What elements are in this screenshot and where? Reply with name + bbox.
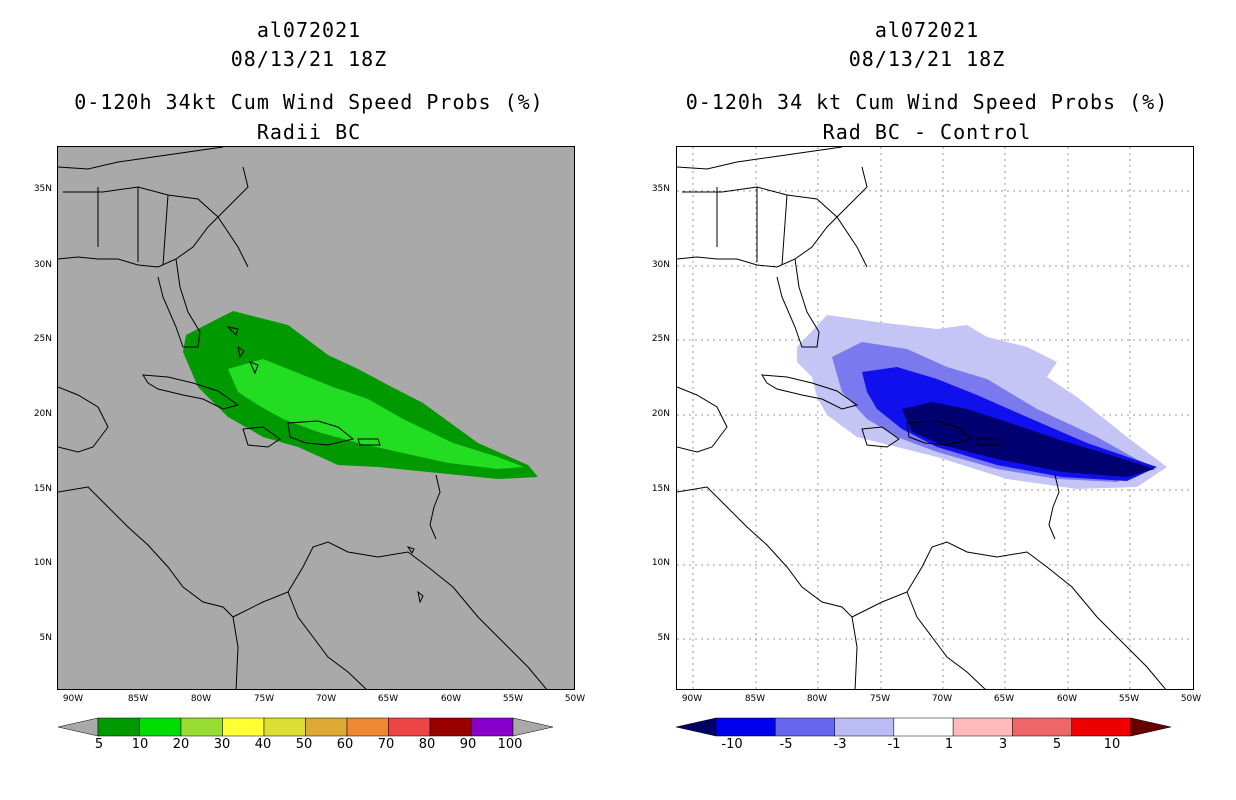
left-swath-20pct bbox=[228, 359, 524, 469]
left-colorbar-min-triangle bbox=[57, 717, 99, 737]
left-lon-label: 70W bbox=[315, 694, 337, 704]
right-lat-label: 25N bbox=[651, 334, 670, 344]
right-colorbar-label: -1 bbox=[887, 737, 901, 752]
right-lat-label: 30N bbox=[651, 260, 670, 270]
right-lon-label: 80W bbox=[806, 694, 828, 704]
right-product-title: 0-120h 34 kt Cum Wind Speed Probs (%) bbox=[685, 90, 1169, 114]
left-datetime: 08/13/21 18Z bbox=[230, 47, 388, 71]
left-colorbar-box bbox=[429, 717, 472, 737]
right-lat-label: 15N bbox=[651, 484, 670, 494]
right-lon-label: 60W bbox=[1056, 694, 1078, 704]
left-product-title: 0-120h 34kt Cum Wind Speed Probs (%) bbox=[74, 90, 544, 114]
left-lon-label: 55W bbox=[502, 694, 524, 704]
left-colorbar-label: 10 bbox=[131, 737, 149, 752]
right-lat-label: 35N bbox=[651, 184, 670, 194]
left-colorbar-label: 20 bbox=[172, 737, 190, 752]
left-colorbar-box bbox=[139, 717, 182, 737]
right-storm-id: al072021 bbox=[874, 18, 980, 42]
left-colorbar-label: 100 bbox=[497, 737, 523, 752]
right-colorbar-box bbox=[1071, 717, 1132, 737]
left-subtitle: Radii BC bbox=[256, 120, 362, 144]
right-lon-label: 75W bbox=[869, 694, 891, 704]
right-colorbar-box bbox=[952, 717, 1013, 737]
left-colorbar-label: 5 bbox=[94, 737, 104, 752]
left-map bbox=[57, 146, 575, 690]
left-lon-label: 50W bbox=[564, 694, 586, 704]
left-lon-label: 85W bbox=[127, 694, 149, 704]
right-colorbar-min-triangle bbox=[675, 717, 717, 737]
right-colorbar-label: -5 bbox=[779, 737, 793, 752]
right-lon-label: 50W bbox=[1180, 694, 1202, 704]
right-colorbar-graphic bbox=[675, 717, 1172, 737]
right-subtitle: Rad BC - Control bbox=[822, 120, 1032, 144]
right-colorbar-label: 3 bbox=[998, 737, 1008, 752]
left-colorbar-graphic bbox=[57, 717, 554, 737]
right-lon-label: 70W bbox=[931, 694, 953, 704]
left-storm-id: al072021 bbox=[256, 18, 362, 42]
left-panel: al072021 08/13/21 18Z 0-120h 34kt Cum Wi… bbox=[33, 18, 586, 752]
right-colorbar bbox=[675, 717, 1172, 737]
left-colorbar-label: 40 bbox=[254, 737, 272, 752]
left-colorbar-box bbox=[97, 717, 140, 737]
right-colorbar-label: 5 bbox=[1052, 737, 1062, 752]
left-colorbar-box bbox=[471, 717, 514, 737]
left-lon-label: 60W bbox=[440, 694, 462, 704]
right-swath-minus10 bbox=[902, 402, 1155, 477]
left-colorbar-max-triangle bbox=[512, 717, 554, 737]
left-lon-label: 75W bbox=[253, 694, 275, 704]
left-lat-label: 25N bbox=[33, 334, 52, 344]
right-lat-label: 10N bbox=[651, 558, 670, 568]
right-colorbar-box bbox=[834, 717, 895, 737]
left-colorbar-label: 50 bbox=[295, 737, 313, 752]
right-lat-label: 20N bbox=[651, 409, 670, 419]
left-lat-label: 35N bbox=[33, 184, 52, 194]
right-colorbar-label: -3 bbox=[833, 737, 847, 752]
right-panel: al072021 08/13/21 18Z 0-120h 34 kt Cum W… bbox=[618, 0, 1236, 800]
right-colorbar-box bbox=[893, 717, 954, 737]
left-colorbar-box bbox=[180, 717, 223, 737]
left-colorbar-label: 60 bbox=[336, 737, 354, 752]
right-colorbar-box bbox=[775, 717, 835, 737]
left-map-graphic bbox=[58, 147, 547, 689]
left-colorbar bbox=[57, 717, 554, 737]
left-colorbar-label: 90 bbox=[459, 737, 477, 752]
left-lat-label: 15N bbox=[33, 484, 52, 494]
right-lon-label: 65W bbox=[993, 694, 1015, 704]
left-swath-10pct bbox=[183, 311, 538, 479]
right-map-graphic bbox=[677, 147, 1193, 689]
left-lat-label: 5N bbox=[39, 633, 52, 643]
right-colorbar-label: 10 bbox=[1103, 737, 1121, 752]
left-lat-label: 10N bbox=[33, 558, 52, 568]
left-colorbar-label: 70 bbox=[377, 737, 395, 752]
left-lon-label: 90W bbox=[62, 694, 84, 704]
right-map bbox=[676, 146, 1194, 690]
left-lat-label: 30N bbox=[33, 260, 52, 270]
right-lon-label: 90W bbox=[681, 694, 703, 704]
right-lon-label: 55W bbox=[1118, 694, 1140, 704]
left-colorbar-box bbox=[263, 717, 306, 737]
right-colorbar-box bbox=[1012, 717, 1072, 737]
right-colorbar-max-triangle bbox=[1130, 717, 1172, 737]
left-lon-label: 65W bbox=[377, 694, 399, 704]
left-lon-label: 80W bbox=[190, 694, 212, 704]
left-colorbar-box bbox=[388, 717, 431, 737]
right-lon-label: 85W bbox=[744, 694, 766, 704]
left-colorbar-label: 30 bbox=[213, 737, 231, 752]
left-colorbar-label: 80 bbox=[418, 737, 436, 752]
left-colorbar-box bbox=[222, 717, 265, 737]
left-colorbar-box bbox=[346, 717, 389, 737]
right-colorbar-label: 1 bbox=[944, 737, 954, 752]
right-datetime: 08/13/21 18Z bbox=[848, 47, 1006, 71]
left-colorbar-box bbox=[305, 717, 348, 737]
right-colorbar-label: -10 bbox=[721, 737, 743, 752]
left-lat-label: 20N bbox=[33, 409, 52, 419]
right-lat-label: 5N bbox=[657, 633, 670, 643]
right-colorbar-box bbox=[715, 717, 776, 737]
